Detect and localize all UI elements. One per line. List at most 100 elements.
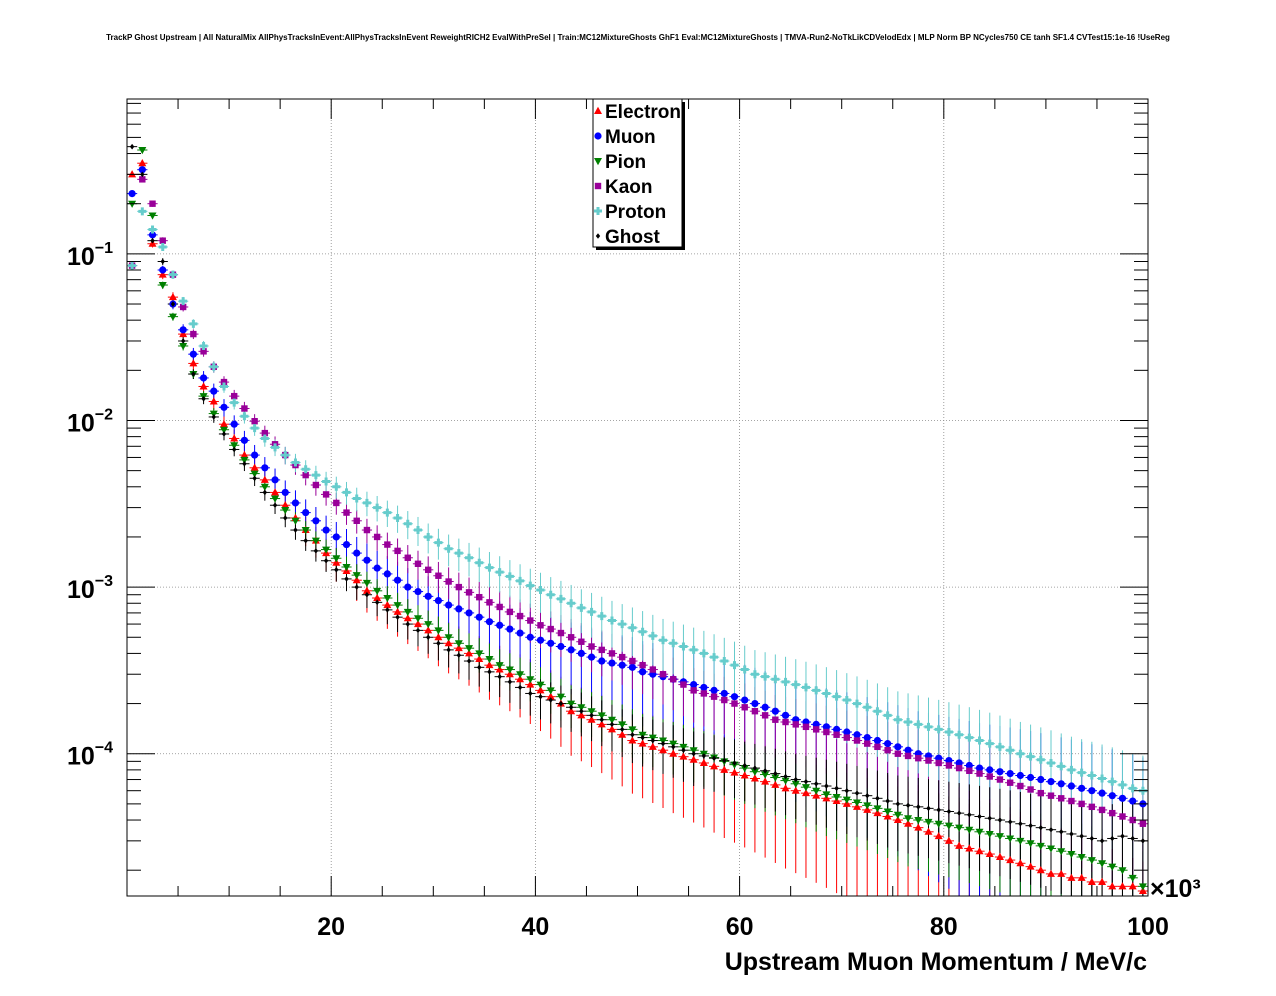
muon-point xyxy=(1006,769,1014,778)
kaon-point xyxy=(639,661,646,669)
kaon-point xyxy=(537,622,544,629)
electron-point xyxy=(475,654,484,663)
pion-point xyxy=(342,564,351,572)
ghost-point xyxy=(813,780,819,787)
electron-point xyxy=(1057,869,1066,877)
proton-point xyxy=(771,675,780,684)
muon-point xyxy=(159,266,167,274)
electron-point xyxy=(1036,865,1045,874)
muon-point xyxy=(526,633,534,641)
proton-point xyxy=(158,242,167,251)
electron-point xyxy=(638,739,647,747)
kaon-point xyxy=(527,617,534,624)
ghost-point xyxy=(262,489,268,496)
muon-point xyxy=(628,663,636,671)
muon-point xyxy=(965,761,973,770)
proton-point xyxy=(240,412,249,421)
pion-point xyxy=(168,313,177,321)
proton-point xyxy=(648,631,657,640)
ghost-point xyxy=(558,700,564,707)
proton-point xyxy=(536,586,545,595)
proton-point xyxy=(1077,768,1086,777)
pion-point xyxy=(822,791,831,799)
kaon-point xyxy=(915,755,922,762)
muon-point xyxy=(138,166,146,174)
proton-point xyxy=(761,672,770,681)
muon-point xyxy=(506,625,514,633)
kaon-point xyxy=(833,731,840,738)
proton-point xyxy=(148,225,157,234)
kaon-point xyxy=(955,764,963,772)
proton-point xyxy=(505,572,514,581)
muon-point xyxy=(1037,775,1045,784)
ghost-point xyxy=(1069,831,1074,837)
proton-point xyxy=(893,715,902,724)
muon-point xyxy=(690,680,698,689)
pion-point xyxy=(158,282,167,290)
ghost-point xyxy=(793,776,798,783)
legend-label-electron: Electron xyxy=(605,102,681,123)
muon-point xyxy=(884,740,892,748)
pion-point xyxy=(791,780,800,788)
electron-point xyxy=(597,720,606,728)
x-tick-label: 100 xyxy=(1127,913,1169,941)
proton-point xyxy=(168,270,177,279)
muon-point xyxy=(189,350,197,358)
muon-point xyxy=(404,583,412,591)
proton-point xyxy=(209,362,218,371)
muon-point xyxy=(353,549,361,557)
electron-point xyxy=(230,434,239,442)
pion-point xyxy=(526,676,535,684)
ghost-point xyxy=(762,767,768,774)
muon-point xyxy=(455,605,463,613)
kaon-point xyxy=(261,429,269,437)
electron-point xyxy=(219,419,228,428)
kaon-point xyxy=(894,750,902,757)
ghost-point xyxy=(650,737,656,744)
pion-point xyxy=(148,212,157,220)
pion-point xyxy=(352,572,361,580)
ghost-point xyxy=(405,621,410,627)
electron-point xyxy=(567,706,576,715)
proton-point xyxy=(801,683,810,692)
kaon-point xyxy=(812,726,820,733)
electron-point xyxy=(158,270,167,278)
legend-marker-muon xyxy=(594,132,602,140)
ghost-point xyxy=(221,431,227,437)
data-markers xyxy=(128,143,1147,895)
muon-point xyxy=(567,646,575,654)
error-bars xyxy=(127,144,1148,896)
pion-point xyxy=(1047,845,1056,853)
muon-point xyxy=(128,189,136,198)
pion-point xyxy=(873,805,882,813)
proton-point xyxy=(965,733,974,742)
ghost-point xyxy=(885,798,890,804)
muon-point xyxy=(996,768,1004,776)
kaon-point xyxy=(1017,782,1024,790)
pion-point xyxy=(505,666,514,674)
ghost-point xyxy=(824,783,829,789)
pion-point xyxy=(985,830,994,839)
pion-point xyxy=(944,822,953,830)
proton-point xyxy=(1016,749,1025,758)
kaon-point xyxy=(700,690,708,697)
proton-point xyxy=(985,739,994,748)
muon-point xyxy=(1026,773,1035,782)
ghost-point xyxy=(732,760,737,766)
ghost-point xyxy=(916,804,921,810)
ghost-point xyxy=(1110,835,1115,842)
pion-point xyxy=(934,820,943,828)
muon-point xyxy=(751,699,759,708)
ghost-point xyxy=(905,802,911,809)
pion-point xyxy=(801,784,810,792)
electron-point xyxy=(659,745,668,754)
proton-point xyxy=(465,553,474,562)
muon-point xyxy=(424,592,432,600)
electron-point xyxy=(485,660,494,669)
x-tick-label: 80 xyxy=(930,913,958,941)
electron-point xyxy=(965,844,974,852)
kaon-point xyxy=(353,517,360,524)
ghost-point xyxy=(589,712,594,719)
pion-point xyxy=(1077,853,1086,862)
ghost-point xyxy=(599,716,604,723)
